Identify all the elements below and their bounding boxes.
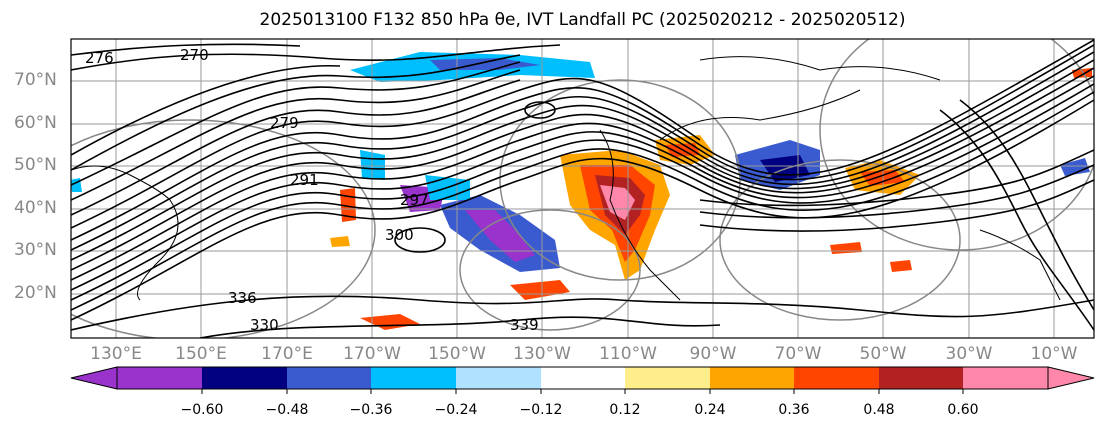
map-plot-area: 276 270 279 291 297 300 336 339 330 (71, 39, 1094, 338)
lon-label: 130°W (513, 344, 571, 364)
lon-label: 170°W (343, 344, 401, 364)
lon-label: 170°E (261, 344, 313, 364)
colorbar-segment (371, 367, 456, 389)
lon-label: 50°W (859, 344, 907, 364)
colorbar-segment (963, 367, 1048, 389)
colorbar-tick-label: −0.24 (434, 402, 478, 418)
colorbar-tick-label: −0.48 (265, 402, 309, 418)
theta-e-contours (71, 39, 1094, 338)
map-frame (70, 38, 1095, 339)
lon-label: 90°W (689, 344, 737, 364)
colorbar (70, 366, 1095, 394)
lon-label: 30°W (945, 344, 993, 364)
positive-anomaly-subtropical-east (510, 280, 570, 300)
contour-label: 339 (510, 316, 539, 334)
contour-label: 276 (85, 49, 114, 67)
colorbar-segment (879, 367, 963, 389)
lat-label: 40°N (14, 198, 57, 218)
negative-anomaly-subtropical-core (465, 210, 535, 262)
colorbar-segment (541, 367, 625, 389)
lon-label: 110°W (599, 344, 657, 364)
colorbar-extend-high (1047, 366, 1095, 390)
lon-label: 130°E (90, 344, 142, 364)
contour-label: 330 (250, 316, 279, 334)
colorbar-tick-label: 0.36 (778, 402, 810, 418)
coastlines (71, 56, 1061, 301)
colorbar-segment (202, 367, 287, 389)
colorbar-tick-label: 0.60 (947, 402, 979, 418)
reference-circles (71, 39, 1094, 338)
contour-label: 291 (290, 171, 319, 189)
plot-title: 2025013100 F132 850 hPa θe, IVT Landfall… (259, 10, 906, 30)
positive-anomaly-small-1 (330, 236, 350, 247)
colorbar-segment (117, 367, 202, 389)
colorbar-tick-label: 0.12 (609, 402, 641, 418)
colorbar-tick-label: 0.24 (694, 402, 726, 418)
negative-anomaly-small-1 (1060, 158, 1090, 176)
contour-labels: 276 270 279 291 297 300 336 339 330 (85, 46, 539, 334)
lat-label: 70°N (14, 70, 57, 90)
colorbar-segment (287, 367, 371, 389)
lat-label: 30°N (14, 240, 57, 260)
colorbar-segment (794, 367, 879, 389)
lon-label: 10°W (1030, 344, 1078, 364)
colorbar-segment (625, 367, 710, 389)
colorbar-tick-label: 0.48 (863, 402, 895, 418)
colorbar-ticks (201, 389, 964, 394)
colorbar-segment (710, 367, 794, 389)
positive-anomaly-small-3 (890, 260, 912, 272)
contour-label: 297 (400, 191, 429, 209)
colorbar-extend-low (70, 366, 118, 390)
colorbar-tick-label: −0.60 (180, 402, 224, 418)
lon-label: 150°E (175, 344, 227, 364)
colorbar-tick-label: −0.12 (519, 402, 563, 418)
lat-label: 50°N (14, 155, 57, 175)
lon-label: 150°W (428, 344, 486, 364)
lon-label: 70°W (774, 344, 822, 364)
contour-label: 279 (270, 114, 299, 132)
lat-label: 20°N (14, 283, 57, 303)
colorbar-segment (456, 367, 541, 389)
positive-anomaly-west-us-max (600, 185, 635, 220)
lat-label: 60°N (14, 113, 57, 133)
contour-label: 336 (228, 289, 257, 307)
contour-label: 270 (180, 46, 209, 64)
colorbar-tick-label: −0.36 (349, 402, 393, 418)
colorbar-frame (116, 366, 1049, 390)
contour-label: 300 (385, 226, 414, 244)
